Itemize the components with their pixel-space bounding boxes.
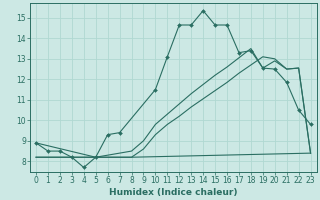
X-axis label: Humidex (Indice chaleur): Humidex (Indice chaleur): [109, 188, 237, 197]
